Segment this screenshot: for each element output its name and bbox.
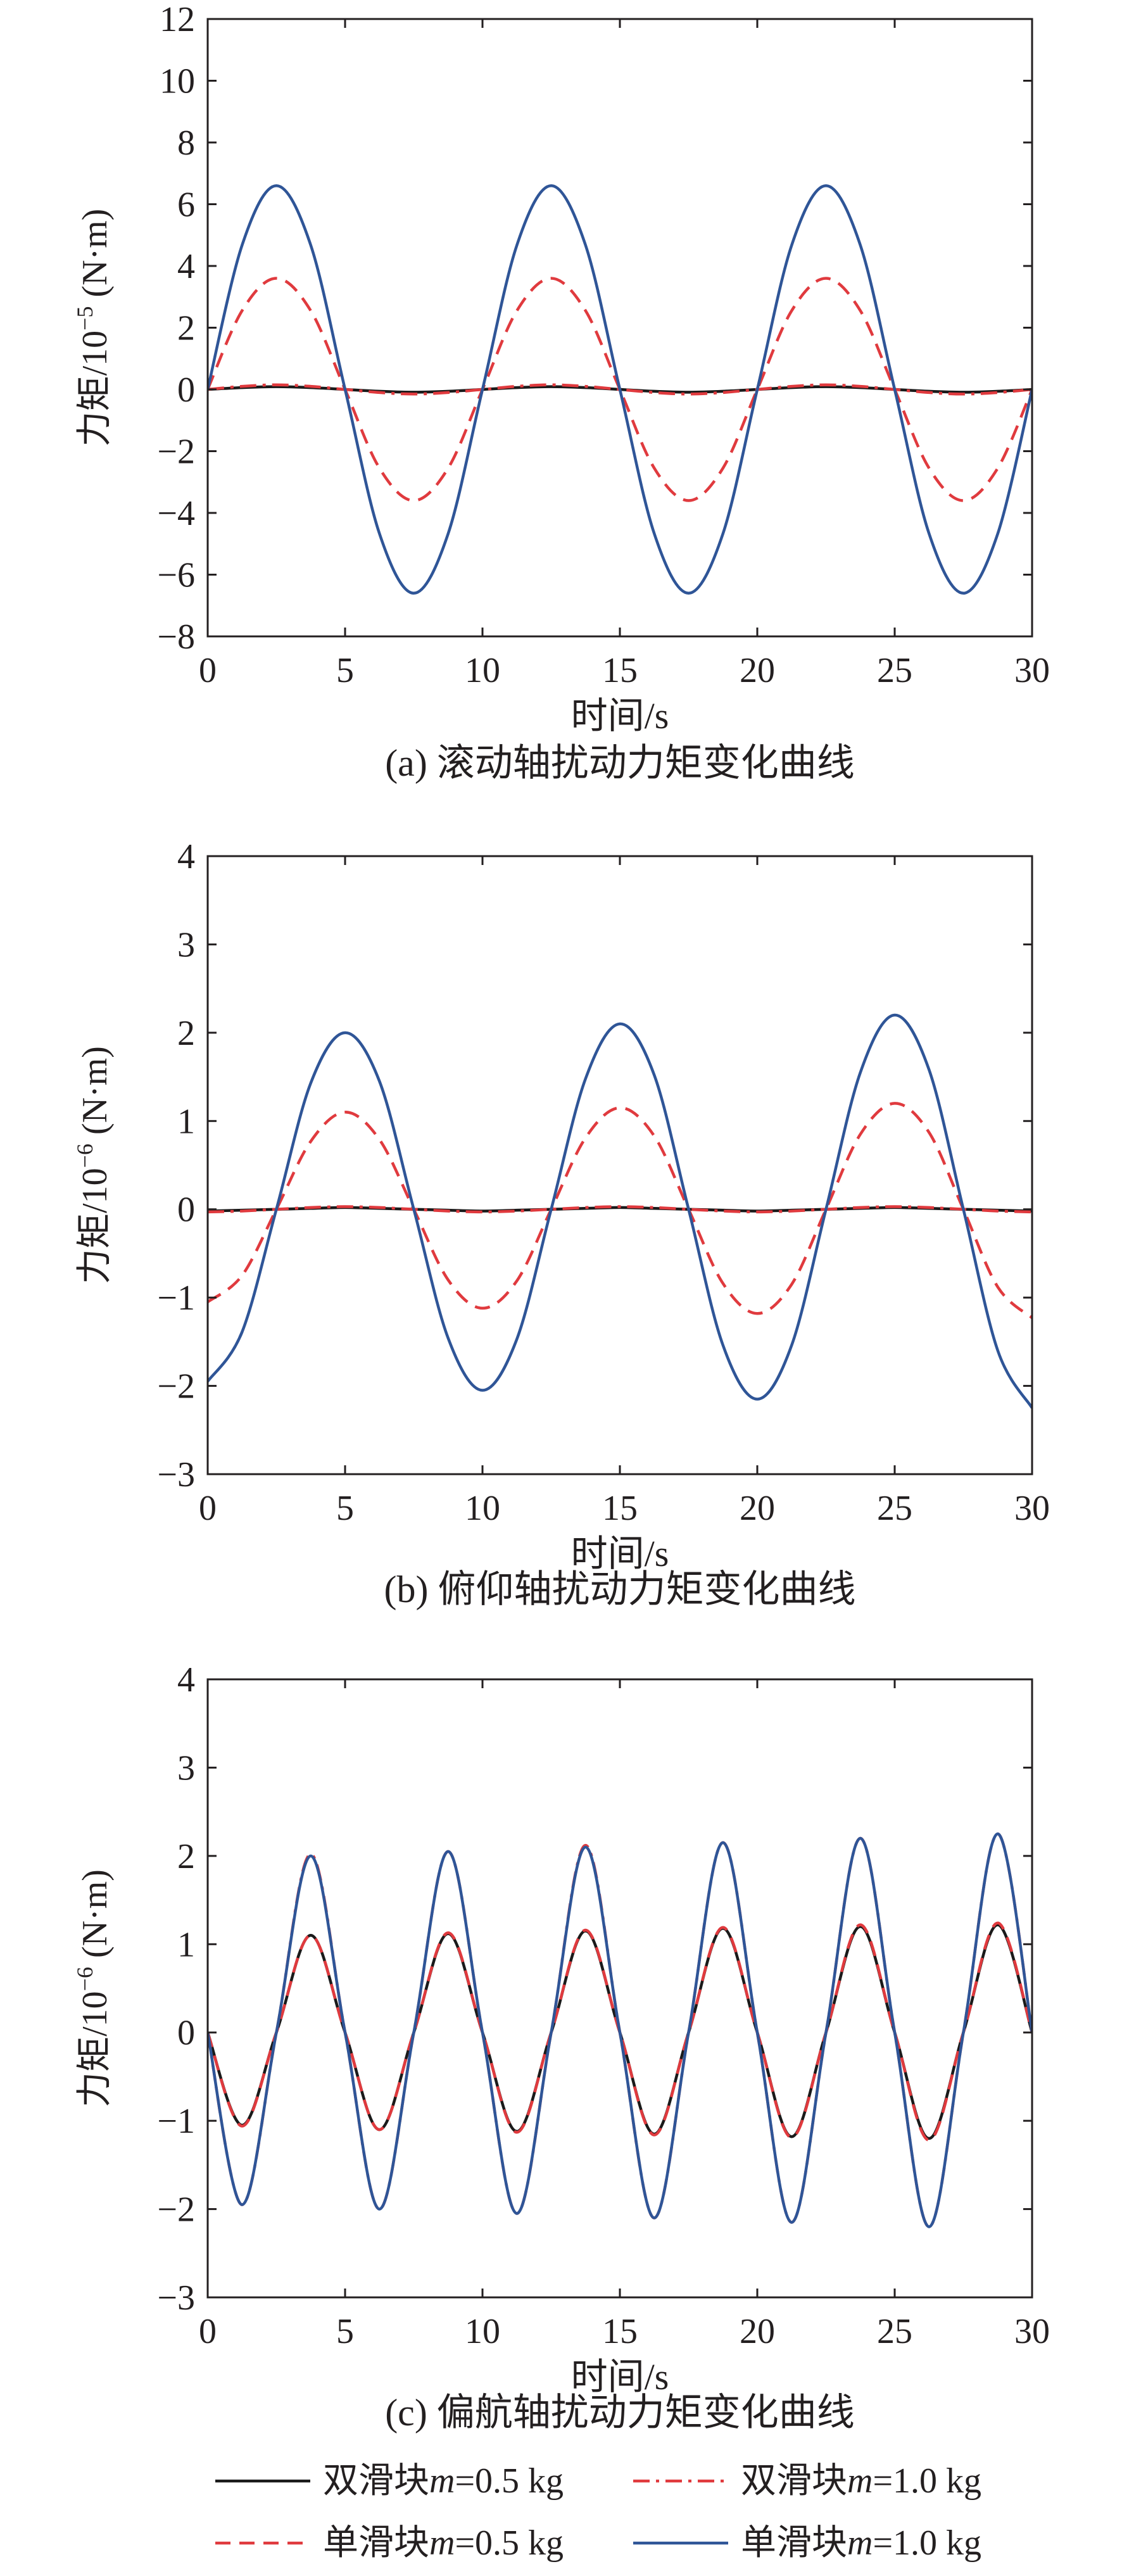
x-tick-label: 0 [199,2312,217,2351]
y-axis-label-exponent: −6 [72,1144,98,1168]
y-tick-label: 4 [177,1660,195,1700]
y-tick-label: −1 [157,1279,195,1318]
x-tick-label: 20 [740,651,775,690]
x-tick-label: 0 [199,651,217,690]
legend-prefix: 双滑块 [741,2461,847,2501]
x-tick-label: 15 [602,1489,638,1528]
series-line-4 [208,1013,1032,1409]
y-tick-label: 0 [177,370,195,410]
legend-prefix: 单滑块 [323,2523,429,2563]
series-line-4 [208,184,1032,595]
y-tick-label: 2 [177,309,195,348]
y-tick-label: 3 [177,1748,195,1788]
legend-prefix: 双滑块 [323,2461,429,2501]
y-tick-label: 1 [177,1102,195,1141]
panel-caption: (c) 偏航轴扰动力矩变化曲线 [385,2392,855,2434]
x-tick-label: 30 [1014,1489,1050,1528]
y-axis-label: 力矩/10−5 (N·m) [72,209,115,447]
y-axis-label-base: 力矩/10 [75,331,115,447]
y-tick-label: −6 [157,556,195,595]
x-tick-label: 5 [336,1489,354,1528]
y-tick-label: 8 [177,123,195,163]
x-tick-label: 10 [465,651,500,690]
x-tick-label: 15 [602,651,638,690]
y-tick-label: 6 [177,186,195,225]
y-axis-label-exponent: −6 [72,1967,98,1991]
legend-prefix: 单滑块 [741,2523,847,2563]
y-tick-label: −3 [157,2278,195,2318]
y-tick-label: 3 [177,925,195,964]
x-tick-label: 10 [465,2312,500,2351]
x-tick-label: 25 [877,1489,912,1528]
legend-label-3: 单滑块m=0.5 kg [323,2523,564,2563]
x-tick-label: 20 [740,2312,775,2351]
y-tick-label: −2 [157,2190,195,2230]
legend-var: m [429,2523,455,2563]
y-tick-label: −8 [157,617,195,657]
y-tick-label: 10 [160,62,195,101]
legend-suffix: =0.5 kg [455,2523,564,2563]
plot-frame [206,855,1033,1475]
y-tick-label: 0 [177,1190,195,1230]
legend-label-2: 双滑块m=1.0 kg [741,2461,981,2501]
x-tick-label: 20 [740,1489,775,1528]
chart-panel-3: 0 5 10 15 20 25 30 −3 −2 −1 0 1 2 3 4 时间/s 力矩/10−6 (N·m)… [72,1660,1050,2434]
panel-caption: (b) 俯仰轴扰动力矩变化曲线 [384,1569,856,1610]
series-line-4 [208,1832,1032,2228]
y-axis-label-base: 力矩/10 [75,1168,115,1284]
x-axis-label: 时间/s [571,2356,669,2397]
y-tick-label: −2 [157,1367,195,1406]
y-tick-label: 4 [177,837,195,876]
legend-var: m [847,2461,873,2501]
x-tick-label: 10 [465,1489,500,1528]
y-tick-label: 4 [177,247,195,286]
x-tick-label: 25 [877,2312,912,2351]
legend-suffix: =0.5 kg [455,2461,564,2501]
y-tick-label: −2 [157,432,195,472]
legend-var: m [847,2523,873,2563]
y-axis-label-base: 力矩/10 [75,1991,115,2107]
legend-suffix: =1.0 kg [873,2523,981,2563]
y-tick-label: 1 [177,1925,195,1964]
legend-label-1: 双滑块m=0.5 kg [323,2461,564,2501]
panel-caption: (a) 滚动轴扰动力矩变化曲线 [385,742,855,784]
y-axis-label-unit: (N·m) [75,1046,115,1144]
y-tick-label: 2 [177,1014,195,1053]
y-axis-label-unit: (N·m) [75,1869,115,1967]
series-line-3 [208,1102,1032,1319]
y-axis-label: 力矩/10−6 (N·m) [72,1046,115,1284]
legend-label-4: 单滑块m=1.0 kg [741,2523,981,2563]
y-tick-label: −1 [157,2102,195,2141]
legend-var: m [429,2461,455,2501]
legend-suffix: =1.0 kg [873,2461,981,2501]
series-line-2 [208,1205,1032,1214]
x-tick-label: 0 [199,1489,217,1528]
y-tick-label: −4 [157,494,195,533]
y-axis-label-unit: (N·m) [75,209,115,306]
x-tick-label: 30 [1014,651,1050,690]
y-tick-label: 12 [160,0,195,39]
y-tick-label: 0 [177,2014,195,2053]
x-tick-label: 5 [336,2312,354,2351]
x-tick-label: 5 [336,651,354,690]
x-tick-label: 30 [1014,2312,1050,2351]
y-axis-label-exponent: −5 [72,306,98,331]
chart-panel-1: 0 5 10 15 20 25 30 −8 −6 −4 −2 0 2 4 6 8 10 12 时间/s 力矩/10−5… [72,0,1050,784]
x-tick-label: 15 [602,2312,638,2351]
x-axis-label: 时间/s [571,695,669,736]
chart-panel-2: 0 5 10 15 20 25 30 −3 −2 −1 0 1 2 3 4 时间/s 力矩/10−6 (N·m)… [72,837,1050,1610]
y-axis-label: 力矩/10−6 (N·m) [72,1869,115,2107]
y-tick-label: −3 [157,1455,195,1494]
x-axis-label: 时间/s [571,1533,669,1574]
x-tick-label: 25 [877,651,912,690]
y-tick-label: 2 [177,1837,195,1876]
